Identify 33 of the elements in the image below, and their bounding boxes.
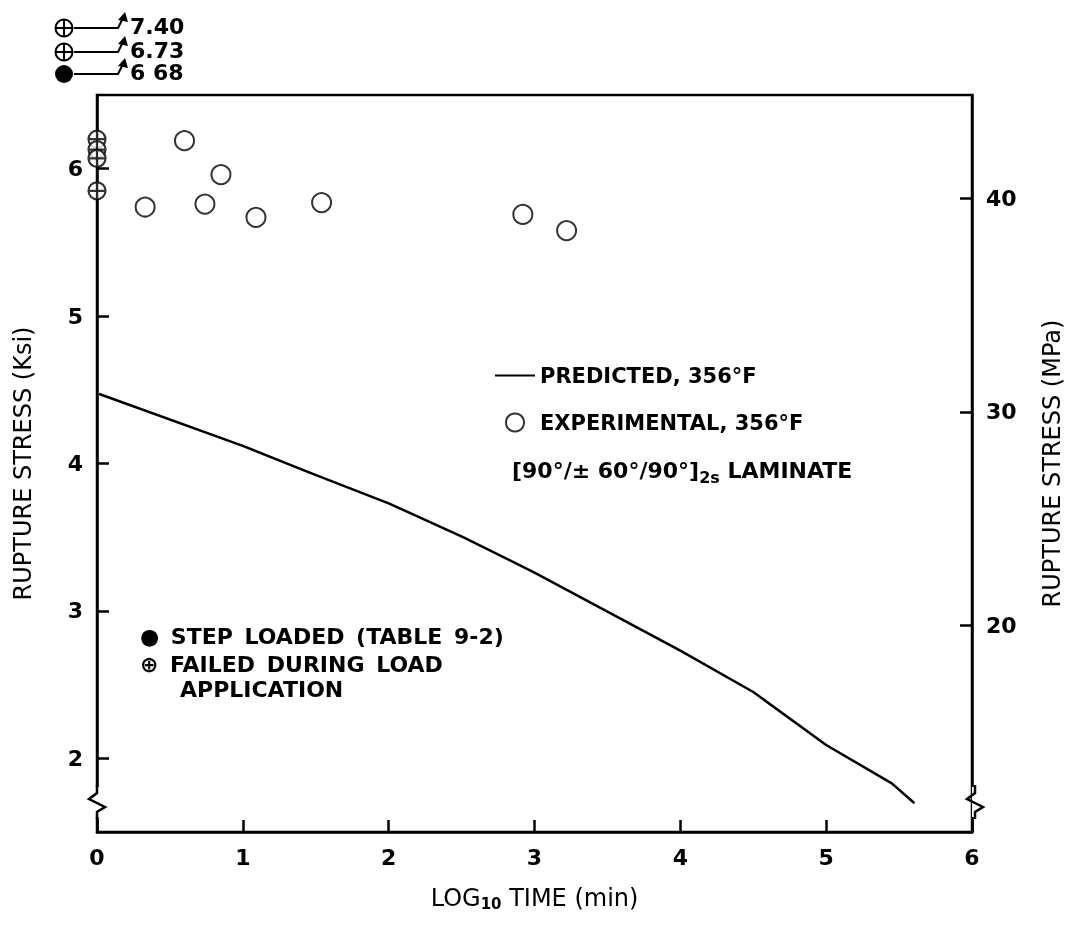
- point: [556, 220, 578, 242]
- annotation: ● STEP LOADED (TABLE 9-2): [140, 624, 504, 649]
- y-tick-label: 5: [67, 303, 83, 329]
- legend-label: EXPERIMENTAL, 356°F: [540, 410, 804, 435]
- y2-tick-label: 40: [986, 185, 1017, 211]
- y-tick-label: 3: [67, 598, 83, 624]
- y2-tick-label: 20: [986, 613, 1017, 639]
- x-tick-label: 3: [526, 844, 543, 870]
- point: [174, 130, 195, 152]
- x-tick-label: 6: [964, 844, 980, 870]
- y-tick-label: 2: [67, 745, 83, 771]
- x-tick-label: 4: [672, 844, 688, 870]
- y2-axis-title: RUPTURE STRESS (MPa): [1038, 319, 1066, 608]
- annotation: ⊕ FAILED DURING LOAD APPLICATION: [140, 652, 444, 702]
- x-tick-label: 0: [89, 844, 105, 870]
- text: 6 68: [130, 60, 184, 85]
- y-axis-title: RUPTURE STRESS (Ksi): [9, 326, 37, 601]
- y2-tick-label: 30: [986, 399, 1017, 425]
- x-tick-label: 2: [381, 844, 397, 870]
- point: [245, 206, 267, 228]
- y-tick-label: 4: [67, 451, 83, 476]
- annotation: [90°/± 60°/90°]$_{2s}$ LAMINATE: [512, 458, 853, 488]
- point: [512, 203, 534, 225]
- text: 6.73: [130, 38, 185, 63]
- point: [134, 196, 156, 218]
- point: [210, 164, 232, 186]
- text: 7.40: [130, 14, 185, 39]
- point: [194, 193, 216, 215]
- y-tick-label: 6: [67, 156, 83, 182]
- legend-label: PREDICTED, 356°F: [540, 363, 757, 388]
- x-tick-label: 5: [818, 844, 834, 870]
- x-tick-label: 1: [235, 844, 251, 870]
- point: [311, 192, 333, 214]
